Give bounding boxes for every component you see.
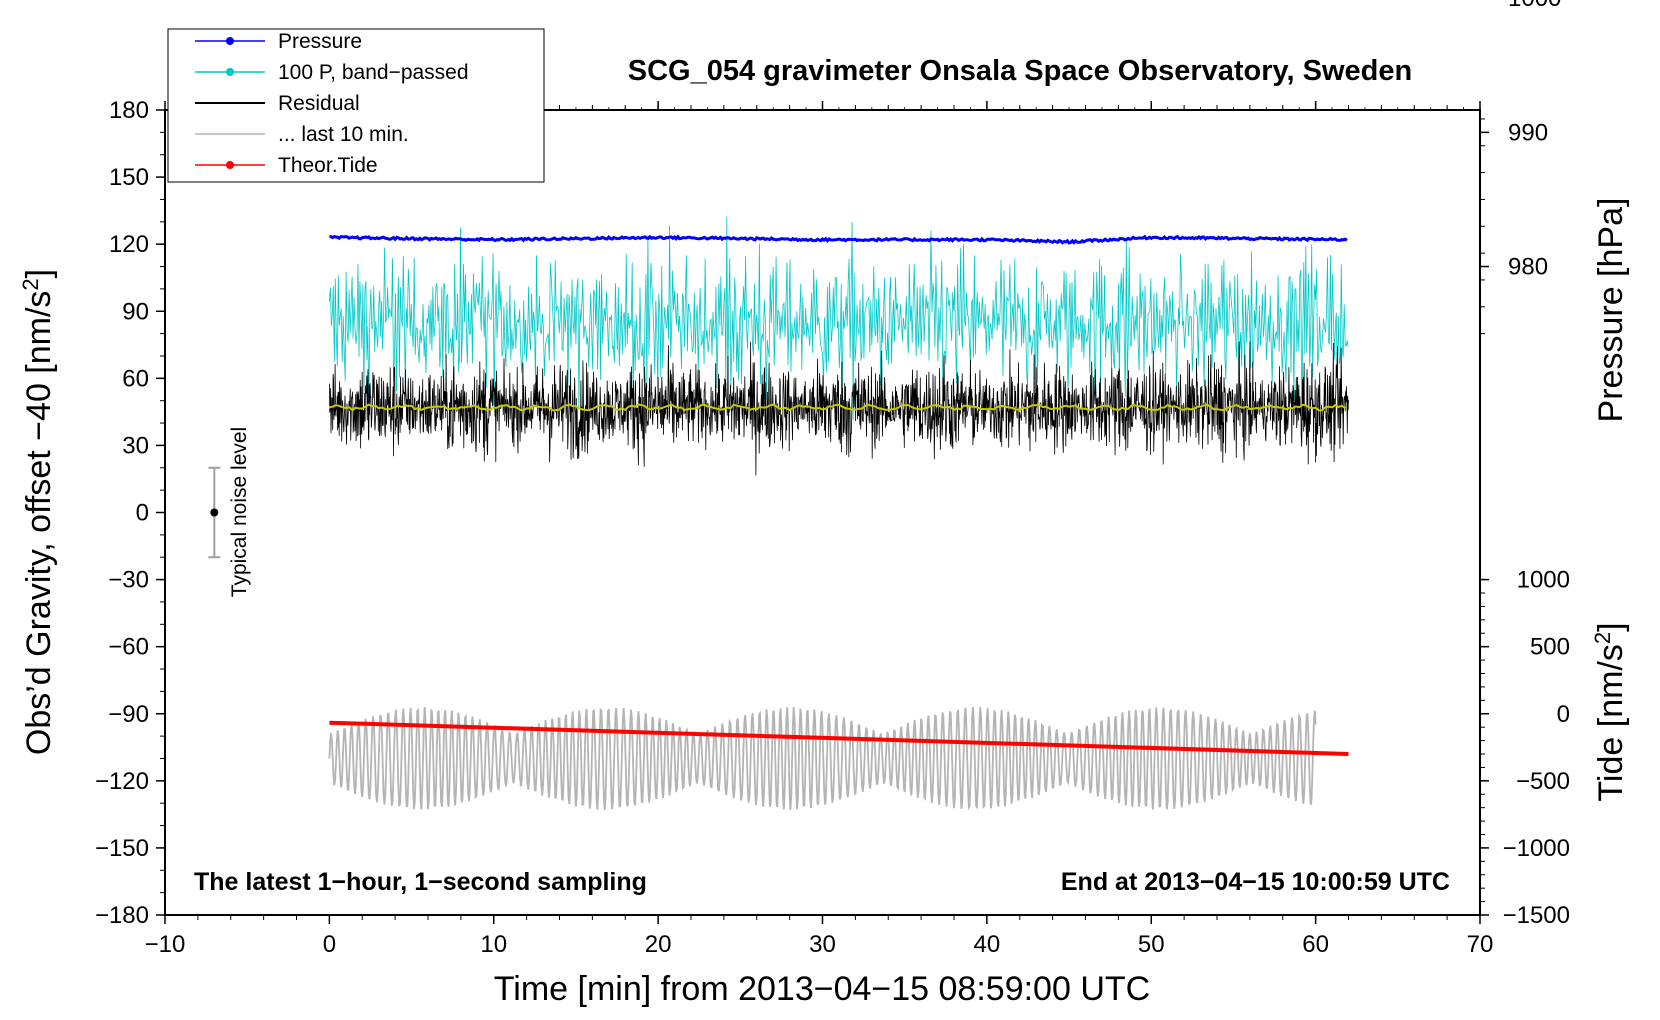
legend-box — [167, 28, 545, 183]
tide-tick-label: −1500 — [1503, 902, 1570, 929]
bandpassed-pressure-line — [329, 216, 1349, 432]
pressure-tick-label: 990 — [1508, 119, 1548, 146]
y-axis-title: Obs’d Gravity, offset −40 [nm/s2] — [18, 269, 58, 755]
x-tick-label: 30 — [809, 931, 836, 958]
x-tick-label: −10 — [145, 931, 186, 958]
y-tick-label: 150 — [109, 164, 149, 191]
x-tick-label: 20 — [645, 931, 672, 958]
pressure-axis-title: Pressure [hPa] — [1592, 198, 1630, 423]
y-tick-label: 120 — [109, 231, 149, 258]
legend-label: 100 P, band−passed — [278, 61, 469, 84]
tide-tick-label: 0 — [1557, 701, 1570, 728]
y-tick-label: 180 — [109, 97, 149, 124]
x-tick-label: 70 — [1467, 931, 1494, 958]
x-tick-label: 10 — [480, 931, 507, 958]
y-tick-label: 0 — [136, 500, 149, 527]
legend-marker — [226, 161, 234, 169]
tick-labels-group: −10 0 10 20 30 40 50 60 70 180 150 120 90 60 30 0 −30 −60… — [95, 0, 1570, 958]
y-tick-label: −60 — [108, 634, 149, 661]
y-tick-label: −30 — [108, 567, 149, 594]
tide-axis-title: Tide [nm/s2] — [1590, 622, 1630, 801]
legend-marker — [226, 68, 234, 76]
residual-line — [329, 341, 1349, 476]
annotation-end-time: End at 2013−04−15 10:00:59 UTC — [1061, 868, 1450, 896]
series-group — [208, 216, 1349, 811]
x-tick-label: 0 — [323, 931, 336, 958]
last-10-min-line — [328, 707, 1317, 811]
y-tick-label: 60 — [122, 365, 149, 392]
y-tick-label: −150 — [95, 835, 149, 862]
theor-tide-line — [329, 720, 1349, 756]
y-tick-label: 30 — [122, 432, 149, 459]
noise-level-dot — [210, 508, 219, 517]
pressure-tick-label: 980 — [1508, 254, 1548, 281]
legend-label: Residual — [278, 92, 360, 115]
y-tick-label: 90 — [122, 298, 149, 325]
tide-tick-label: 500 — [1530, 634, 1570, 661]
legend-marker — [226, 37, 234, 45]
y-tick-label: −120 — [95, 768, 149, 795]
tide-tick-label: −1000 — [1503, 835, 1570, 862]
legend-label: Theor.Tide — [278, 154, 378, 177]
legend: Pressure 100 P, band−passed Residual ... la… — [167, 28, 545, 183]
legend-label: ... last 10 min. — [278, 123, 409, 146]
tide-tick-label: −500 — [1516, 768, 1570, 795]
chart-title: SCG_054 gravimeter Onsala Space Observat… — [628, 55, 1412, 87]
legend-label: Pressure — [278, 30, 362, 53]
pressure-line — [329, 234, 1348, 245]
pressure-tick-label: 1000 — [1508, 0, 1561, 12]
x-tick-label: 40 — [974, 931, 1001, 958]
y-tick-label: −180 — [95, 902, 149, 929]
tide-tick-label: 1000 — [1517, 567, 1570, 594]
y-tick-label: −90 — [108, 701, 149, 728]
x-tick-label: 60 — [1302, 931, 1329, 958]
noise-level-label: Typical noise level — [228, 427, 251, 597]
residual-smoothed-line — [329, 403, 1346, 412]
annotation-sampling: The latest 1−hour, 1−second sampling — [194, 868, 647, 896]
x-tick-label: 50 — [1138, 931, 1165, 958]
x-axis-title: Time [min] from 2013−04−15 08:59:00 UTC — [494, 970, 1150, 1008]
